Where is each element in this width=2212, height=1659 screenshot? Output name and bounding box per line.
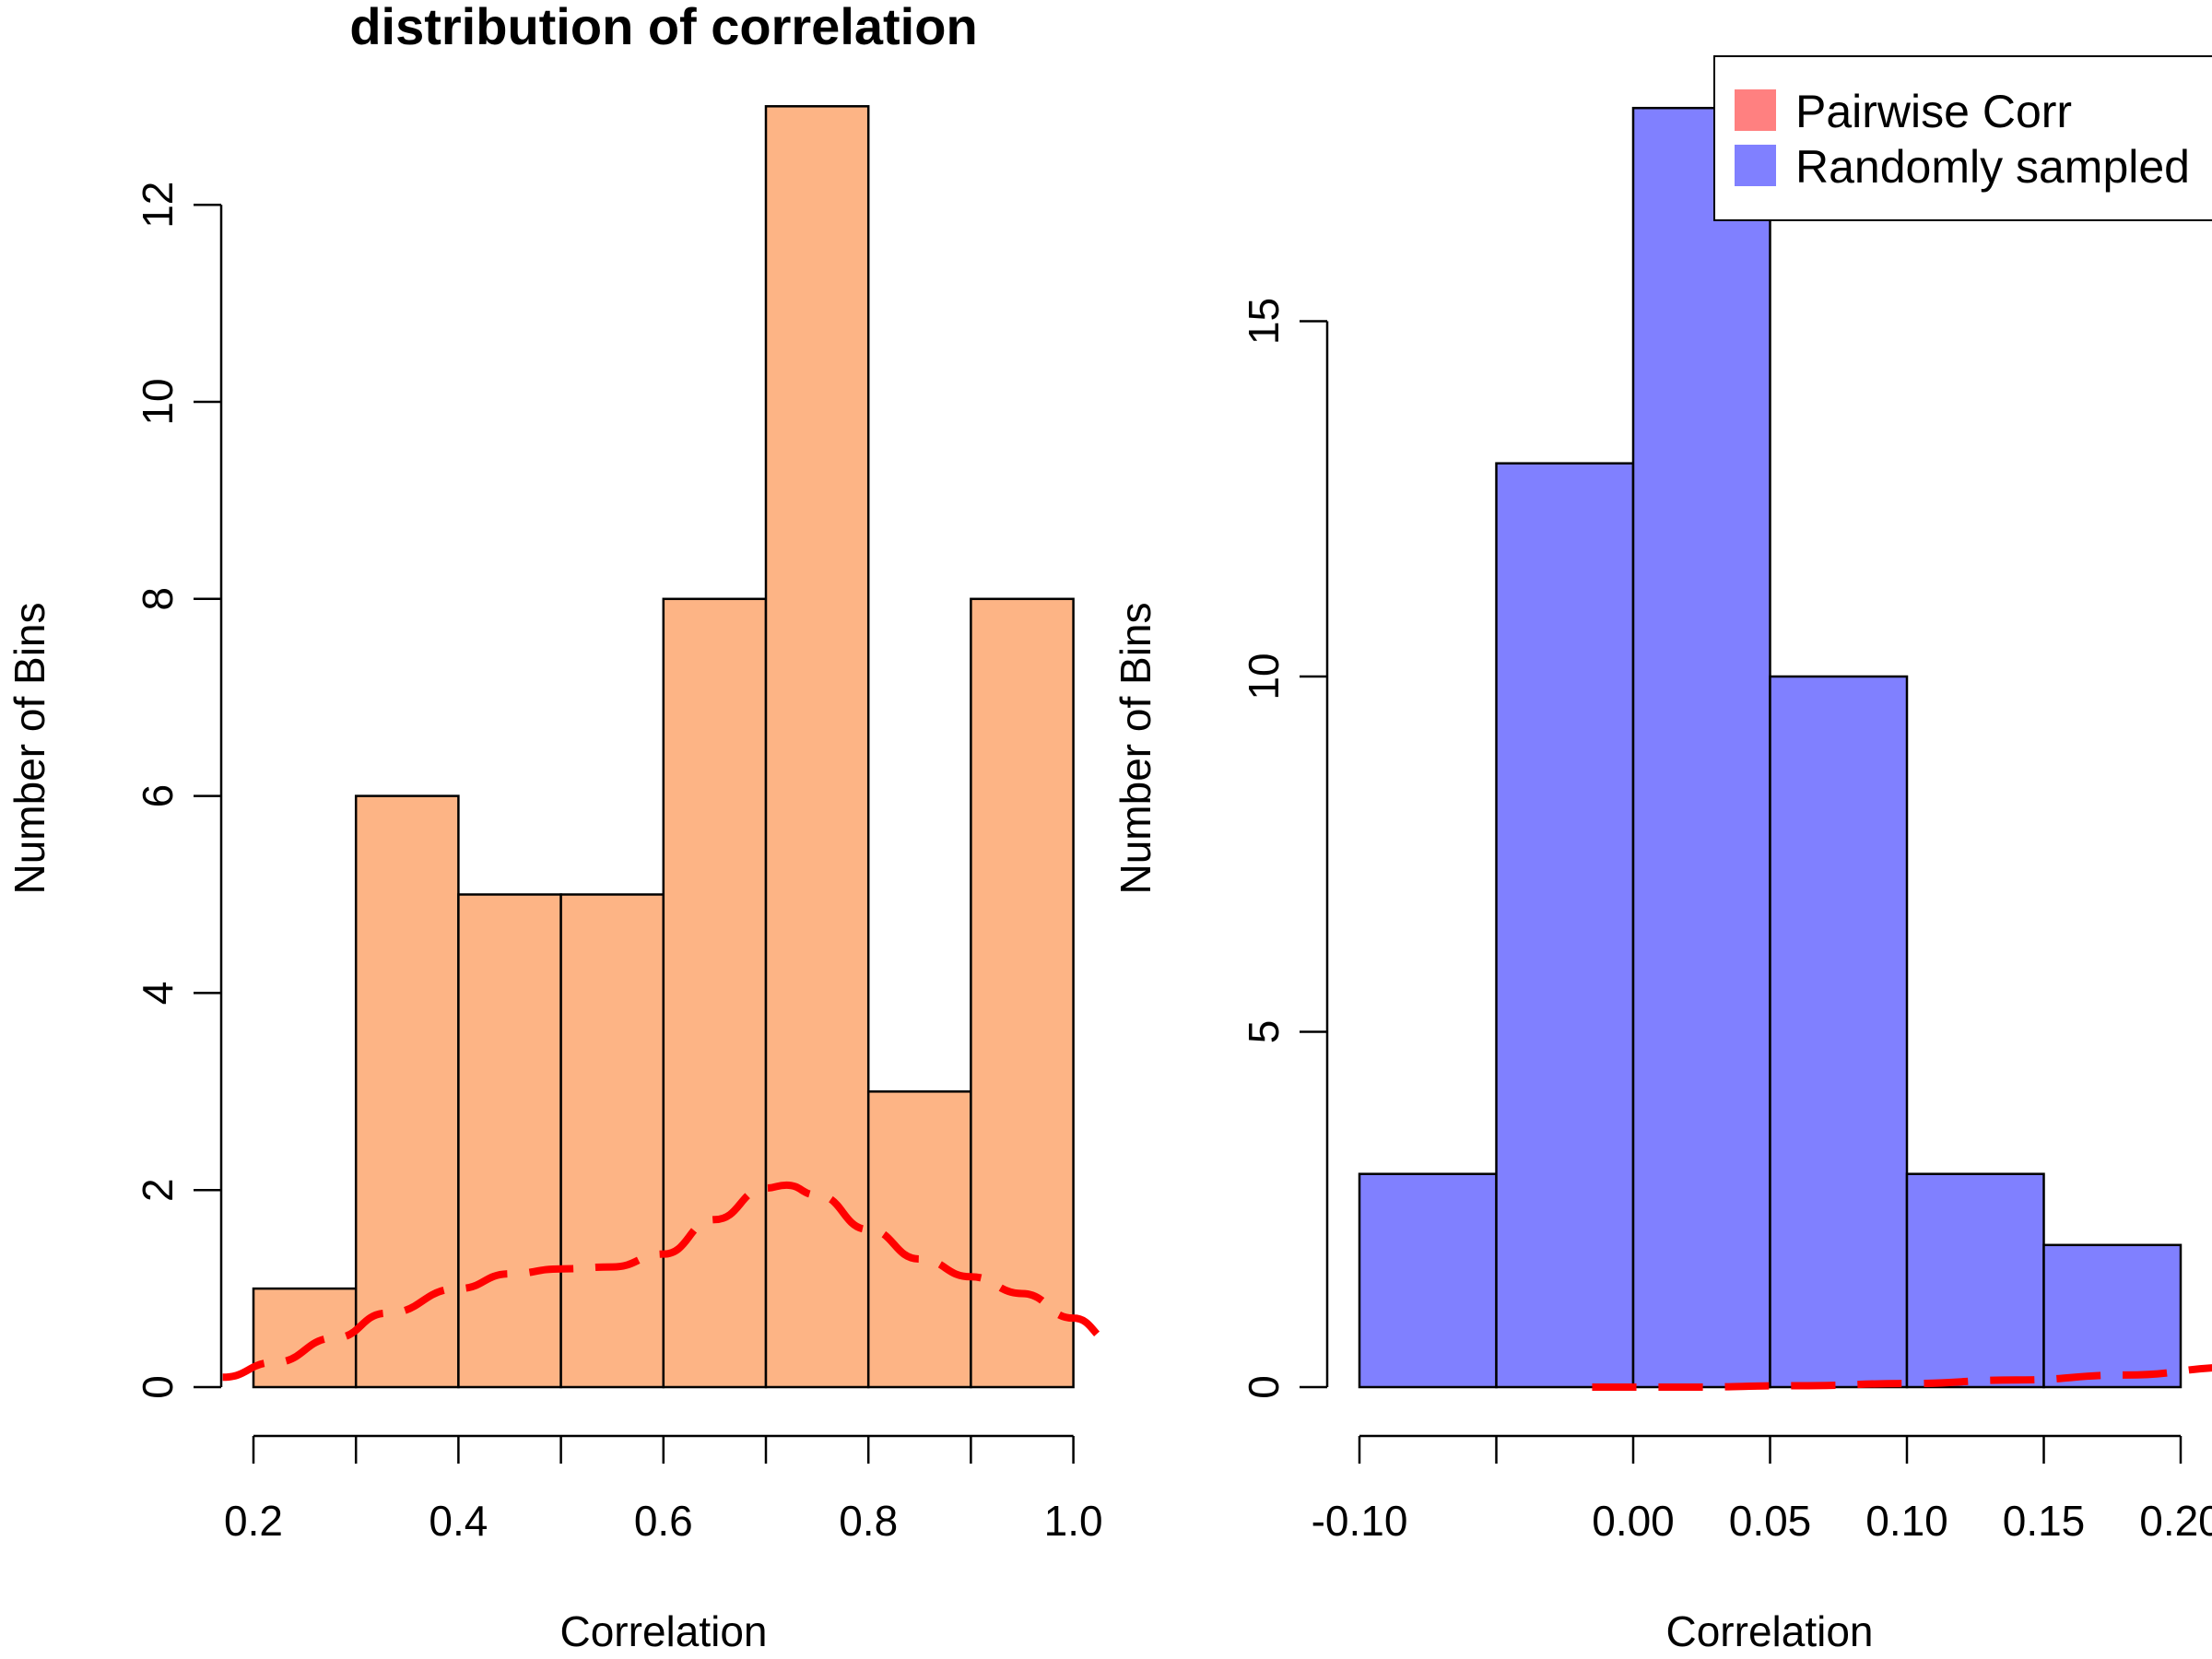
right-x-tick-label: 0.20 <box>2139 1497 2212 1545</box>
left-density-curve-group <box>222 1181 1115 1382</box>
legend-label-pairwise-corr: Pairwise Corr <box>1795 86 2072 137</box>
right-y-tick-label: 10 <box>1240 653 1288 700</box>
left-y-axis: 0 2 4 6 8 10 12 <box>134 182 223 1399</box>
left-x-tick-label: 0.6 <box>634 1497 693 1545</box>
right-bar <box>1358 1172 1498 1389</box>
left-y-tick-label: 8 <box>134 587 182 611</box>
left-y-tick-label: 0 <box>134 1375 182 1399</box>
right-x-axis: -0.10 0.00 0.05 0.10 0.15 0.20 <box>1312 1434 2212 1545</box>
left-y-tick-label: 2 <box>134 1178 182 1202</box>
left-bar <box>559 893 665 1389</box>
right-x-axis-label: Correlation <box>1666 1607 1874 1655</box>
right-x-tick-label: 0.15 <box>2003 1497 2086 1545</box>
left-x-tick-label: 0.8 <box>839 1497 898 1545</box>
left-bar <box>866 1090 972 1389</box>
left-bar <box>662 597 768 1389</box>
right-bar <box>1769 675 1909 1389</box>
left-bars <box>252 105 1075 1389</box>
right-bar <box>2042 1243 2183 1389</box>
right-y-axis: 0 5 10 15 <box>1240 298 1329 1399</box>
right-y-axis-label: Number of Bins <box>1112 602 1159 894</box>
legend: Pairwise Corr Randomly sampled <box>1713 55 2212 221</box>
right-bar <box>1905 1172 2045 1389</box>
right-bar <box>1495 462 1635 1389</box>
right-bars <box>1358 106 2183 1389</box>
left-bar <box>764 105 870 1389</box>
left-y-tick-label: 10 <box>134 378 182 425</box>
left-bar <box>457 893 562 1389</box>
left-y-axis-label: Number of Bins <box>6 602 53 894</box>
left-bar <box>970 597 1075 1389</box>
left-x-tick-label: 1.0 <box>1044 1497 1103 1545</box>
legend-label-randomly-sampled: Randomly sampled <box>1795 141 2190 193</box>
right-x-tick-label: -0.10 <box>1312 1497 1408 1545</box>
legend-swatch-pairwise-corr <box>1735 89 1776 131</box>
right-y-tick-label: 0 <box>1240 1375 1288 1399</box>
legend-box <box>1713 55 2212 221</box>
left-x-tick-label: 0.4 <box>429 1497 488 1545</box>
right-density-curve-group <box>1592 1364 2212 1392</box>
left-bar <box>354 794 460 1389</box>
left-chart-title: distribution of correlation <box>349 0 977 55</box>
left-density-curve <box>222 1181 1115 1382</box>
left-x-tick-label: 0.2 <box>224 1497 283 1545</box>
right-x-tick-label: 0.05 <box>1729 1497 1812 1545</box>
left-histogram-panel: distribution of correlation 0 2 4 6 8 10 12 0.… <box>6 0 1115 1655</box>
right-histogram-panel: 0 5 10 15 -0.10 0.00 0.05 0.10 0.15 0.20 Correla… <box>1112 55 2212 1655</box>
right-bar <box>1631 106 1771 1389</box>
right-x-tick-label: 0.10 <box>1865 1497 1948 1545</box>
left-bar <box>252 1287 358 1389</box>
left-y-tick-label: 6 <box>134 784 182 808</box>
right-density-curve <box>1592 1364 2212 1392</box>
left-y-tick-label: 12 <box>134 182 182 229</box>
left-y-tick-label: 4 <box>134 982 182 1006</box>
right-y-tick-label: 15 <box>1240 298 1288 345</box>
legend-swatch-randomly-sampled <box>1735 145 1776 186</box>
right-y-tick-label: 5 <box>1240 1020 1288 1044</box>
right-x-tick-label: 0.00 <box>1592 1497 1675 1545</box>
left-x-axis-label: Correlation <box>560 1607 768 1655</box>
left-x-axis: 0.2 0.4 0.6 0.8 1.0 <box>224 1434 1103 1545</box>
